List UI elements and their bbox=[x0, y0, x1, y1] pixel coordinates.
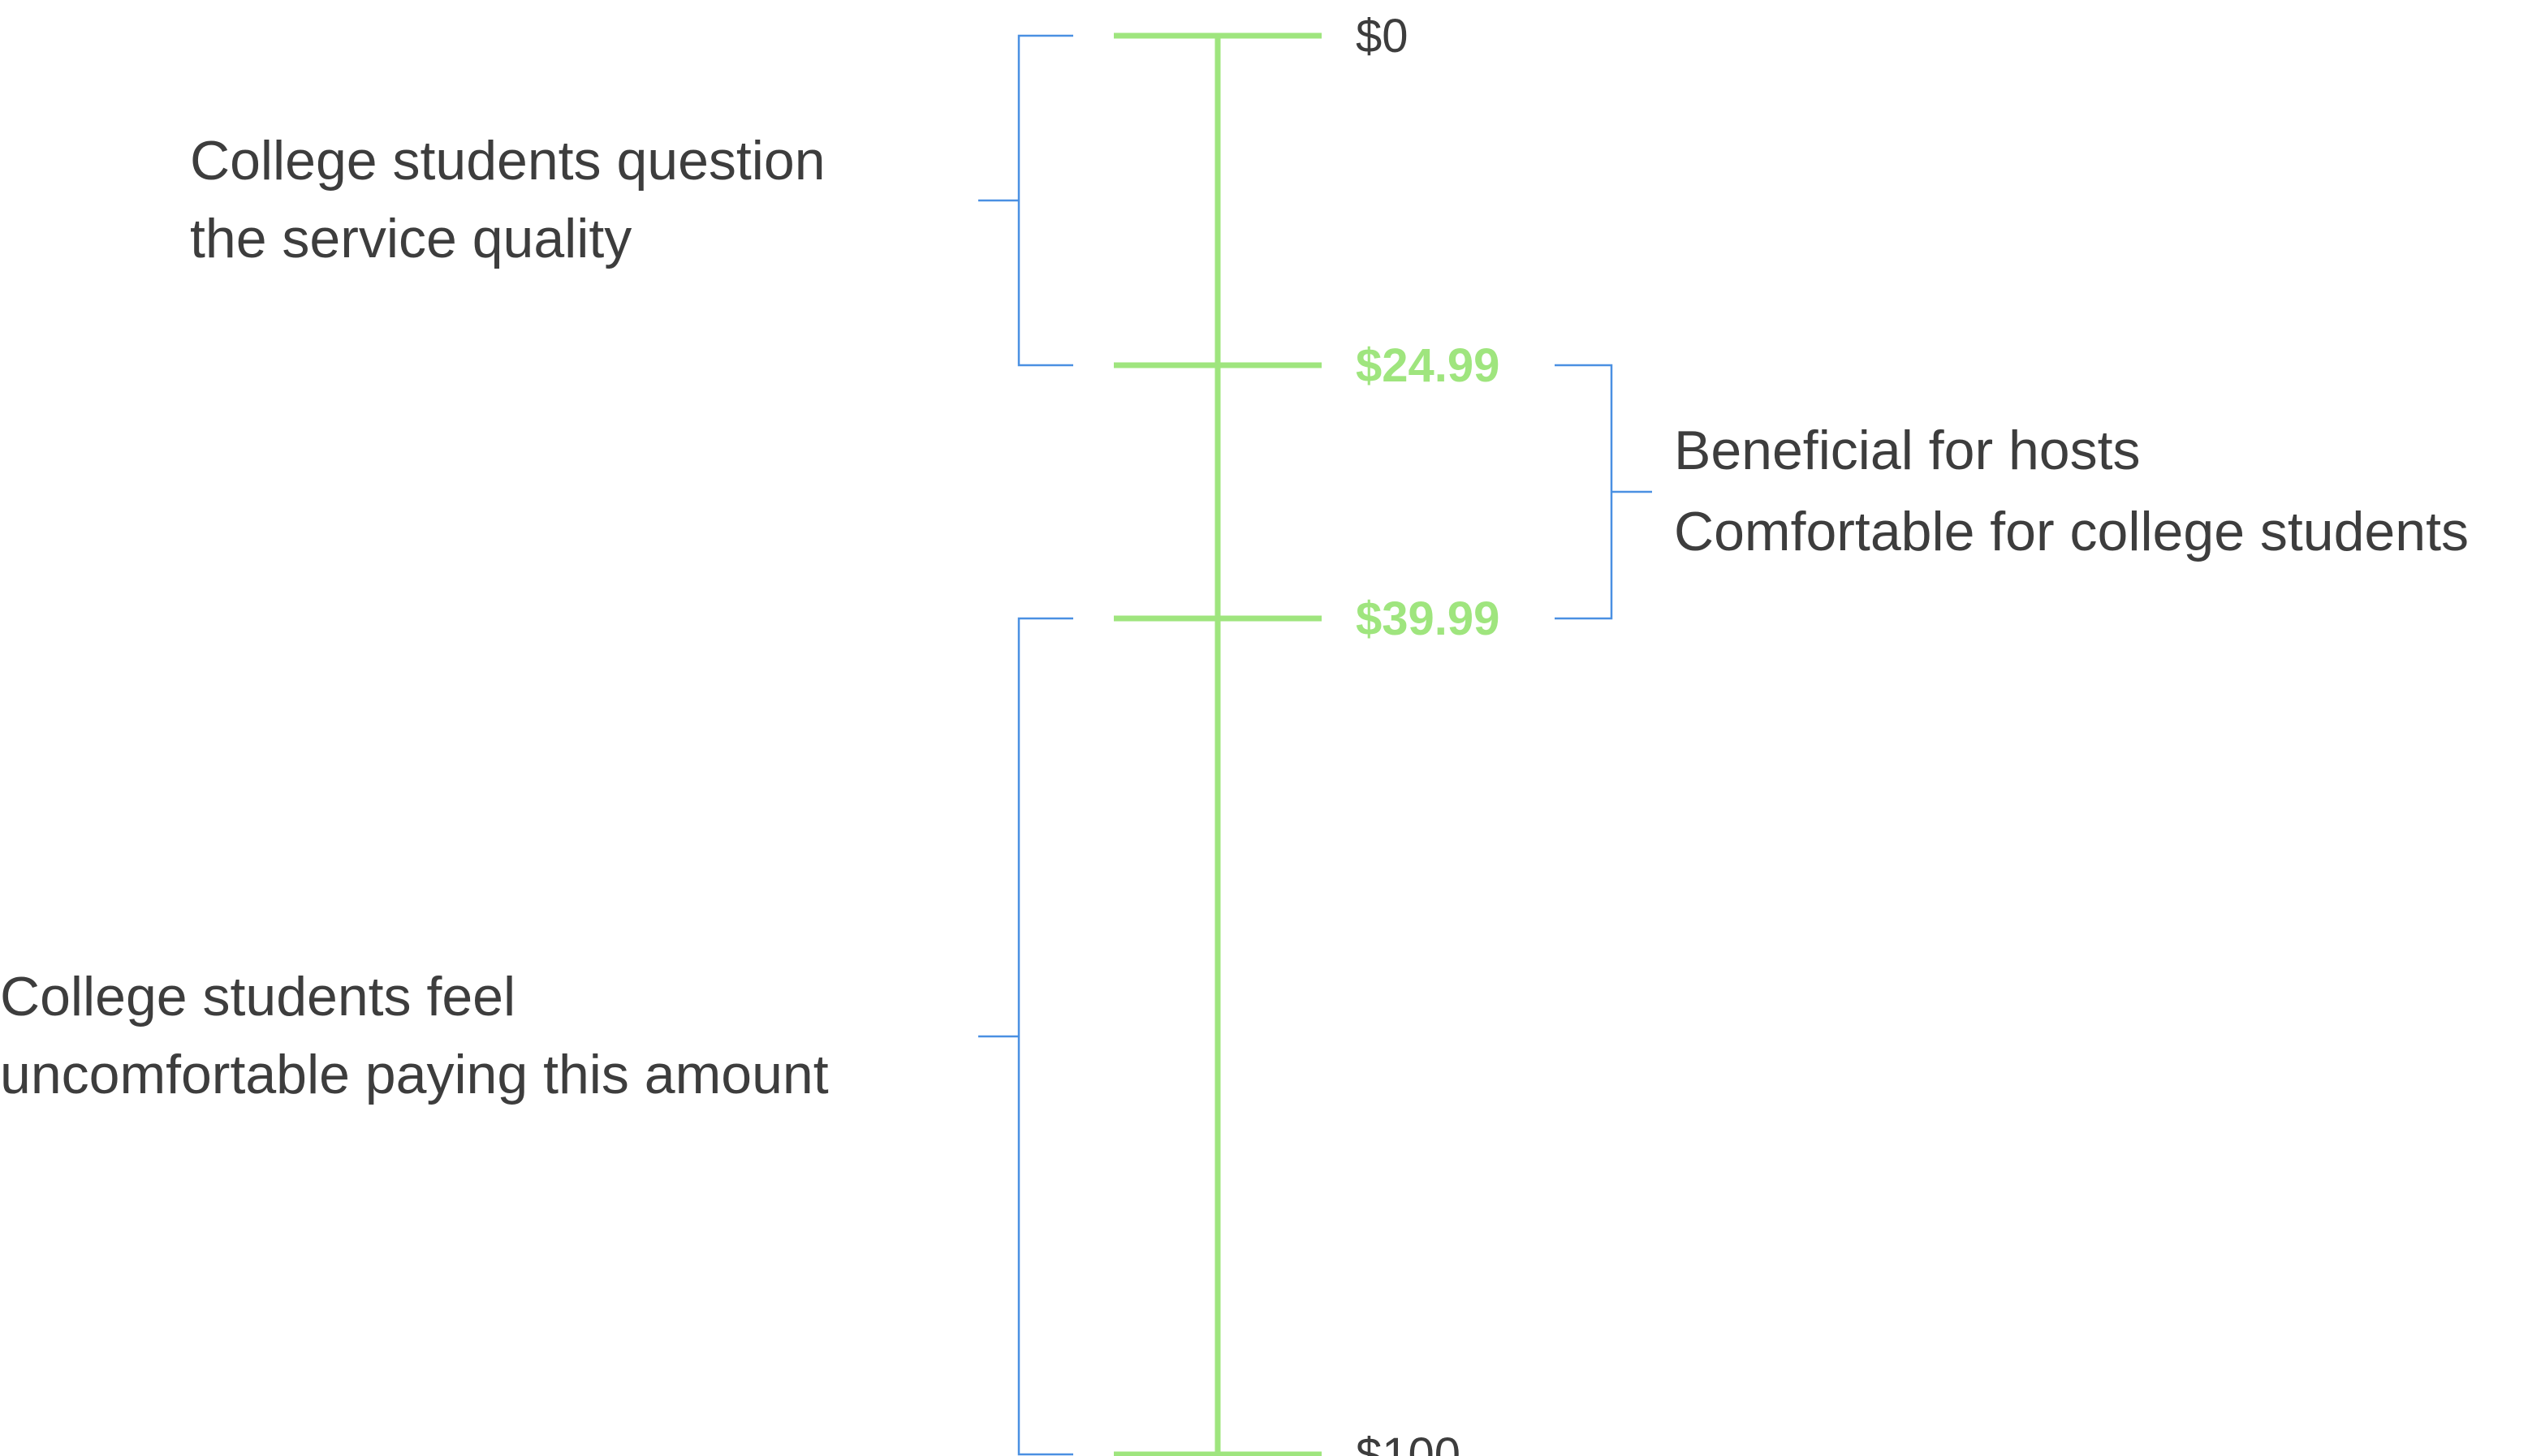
bracket-group bbox=[978, 34, 1073, 367]
range-bracket bbox=[978, 617, 1073, 1456]
brackets-layer bbox=[978, 34, 1652, 1456]
range-bracket bbox=[1555, 364, 1652, 620]
bracket-group bbox=[978, 617, 1073, 1456]
bracket-group bbox=[1555, 364, 1652, 620]
bracket-annotation-line: Beneficial for hosts bbox=[1674, 420, 2141, 481]
labels-layer: $0 $24.99 $39.99 $100 College students quest… bbox=[0, 10, 2469, 1456]
bracket-annotation-line: the service quality bbox=[190, 208, 632, 269]
bracket-annotation-line: uncomfortable paying this amount bbox=[0, 1044, 829, 1105]
bracket-annotation-line: Comfortable for college students bbox=[1674, 501, 2469, 562]
tick-label: $39.99 bbox=[1356, 592, 1499, 645]
axis-layer bbox=[1114, 32, 1322, 1456]
tick-label: $24.99 bbox=[1356, 339, 1499, 392]
tick-label: $100 bbox=[1356, 1428, 1460, 1456]
tick-label: $0 bbox=[1356, 10, 1409, 62]
range-bracket bbox=[978, 34, 1073, 367]
bracket-annotation-line: College students feel bbox=[0, 966, 516, 1027]
bracket-annotation-line: College students question bbox=[190, 130, 826, 192]
